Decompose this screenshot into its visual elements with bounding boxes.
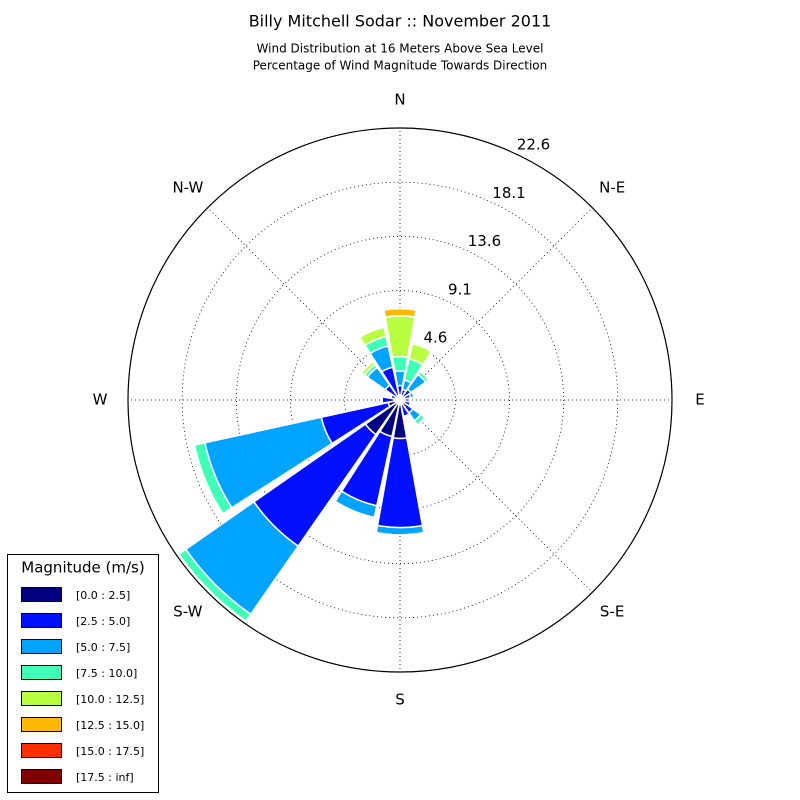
- r-tick-label: 13.6: [468, 232, 501, 250]
- rose-segment: [412, 342, 432, 352]
- rose-segment: [360, 360, 374, 374]
- legend-swatch: [21, 743, 62, 758]
- r-tick-label: 18.1: [492, 184, 525, 202]
- direction-label: S-E: [600, 603, 624, 621]
- legend-label: [7.5 : 10.0]: [76, 667, 137, 680]
- grid-spoke: [399, 207, 593, 401]
- direction-label: N-W: [172, 178, 203, 196]
- rose-segment: [359, 326, 385, 338]
- chart-title: Billy Mitchell Sodar :: November 2011: [249, 12, 552, 31]
- legend-label: [17.5 : inf]: [76, 771, 134, 784]
- grid-spoke: [399, 399, 593, 593]
- direction-label: N-E: [599, 178, 625, 196]
- direction-label: E: [695, 391, 704, 409]
- legend-swatch: [21, 717, 62, 732]
- outer-circle: [127, 127, 673, 673]
- legend-swatch: [21, 691, 62, 706]
- legend-label: [5.0 : 7.5]: [76, 641, 130, 654]
- direction-label: N: [394, 91, 405, 109]
- rose-segment: [178, 553, 247, 622]
- legend-swatch: [21, 639, 62, 654]
- rose-segment: [334, 500, 375, 519]
- grid-circle: [235, 235, 565, 565]
- legend-label: [10.0 : 12.5]: [76, 693, 144, 706]
- r-tick-label: 4.6: [423, 329, 447, 347]
- legend-label: [12.5 : 15.0]: [76, 719, 144, 732]
- rose-segment: [193, 444, 224, 514]
- grid-circle: [181, 181, 619, 619]
- chart-subtitle: Percentage of Wind Magnitude Towards Dir…: [253, 59, 547, 73]
- direction-label: S-W: [173, 603, 202, 621]
- legend-label: [0.0 : 2.5]: [76, 589, 130, 602]
- legend-title: Magnitude (m/s): [21, 559, 144, 577]
- r-tick-label: 9.1: [448, 280, 472, 298]
- rose-segment: [419, 370, 430, 381]
- legend-swatch: [21, 769, 62, 784]
- chart-subtitle: Wind Distribution at 16 Meters Above Sea…: [257, 42, 544, 56]
- legend-swatch: [21, 665, 62, 680]
- r-tick-label: 22.6: [517, 136, 550, 154]
- grid-spoke: [207, 207, 401, 401]
- direction-label: W: [93, 391, 108, 409]
- legend-label: [2.5 : 5.0]: [76, 615, 130, 628]
- legend-swatch: [21, 613, 62, 628]
- legend-label: [15.0 : 17.5]: [76, 745, 144, 758]
- legend: Magnitude (m/s) [0.0 : 2.5] [2.5 : 5.0] [5.…: [7, 554, 159, 793]
- rose-segment: [383, 307, 417, 311]
- legend-swatch: [21, 587, 62, 602]
- grid-circle: [290, 290, 510, 510]
- direction-label: S: [395, 691, 405, 709]
- rose-segment: [391, 355, 409, 373]
